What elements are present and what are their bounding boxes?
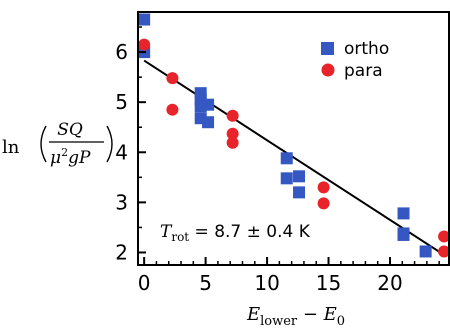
- point-ortho-0: [138, 13, 151, 26]
- legend-marker-para: [321, 63, 335, 77]
- point-ortho-14: [397, 228, 410, 241]
- point-para-8: [438, 230, 450, 243]
- svg-text:SQ: SQ: [57, 120, 83, 140]
- point-ortho-15: [419, 245, 432, 258]
- point-ortho-8: [280, 152, 293, 165]
- point-para-6: [317, 181, 330, 194]
- svg-text:μ2gP: μ2gP: [50, 146, 91, 168]
- x-tick-label-10: 10: [254, 271, 279, 295]
- point-para-3: [226, 109, 239, 122]
- point-para-2: [166, 103, 179, 116]
- point-ortho-11: [293, 186, 306, 199]
- point-para-5: [226, 136, 239, 149]
- point-ortho-9: [280, 172, 293, 185]
- y-tick-label-6: 6: [115, 40, 128, 64]
- annotation-value: = 8.7 ± 0.4 K: [189, 222, 311, 242]
- svg-text:ln: ln: [2, 137, 20, 158]
- legend-label-ortho: ortho: [344, 39, 389, 59]
- fit-annotation: Trot = 8.7 ± 0.4 K: [160, 222, 311, 244]
- point-ortho-7: [202, 116, 215, 129]
- point-ortho-12: [397, 207, 410, 220]
- y-tick-label-3: 3: [115, 190, 128, 214]
- legend: ortho para: [321, 39, 389, 81]
- legend-label-para: para: [344, 61, 383, 81]
- point-para-7: [317, 197, 330, 210]
- fit-line: [143, 59, 448, 258]
- point-para-9: [438, 245, 450, 258]
- legend-marker-ortho: [321, 42, 334, 55]
- y-axis-label: ln SQ μ2gP: [2, 120, 113, 168]
- x-tick-label-0: 0: [138, 271, 151, 295]
- x-axis-label: Elower − E0: [246, 304, 345, 329]
- x-tick-label-5: 5: [199, 271, 212, 295]
- point-para-0: [138, 38, 151, 51]
- y-tick-label-5: 5: [115, 90, 128, 114]
- annotation-symbol: T: [160, 222, 173, 242]
- point-ortho-10: [293, 170, 306, 183]
- plot-frame: [137, 11, 450, 266]
- point-para-4: [226, 127, 239, 140]
- y-tick-label-2: 2: [115, 240, 128, 264]
- x-tick-label-20: 20: [377, 271, 402, 295]
- x-tick-label-15: 15: [316, 271, 341, 295]
- point-para-1: [166, 72, 179, 85]
- y-tick-label-4: 4: [115, 140, 128, 164]
- annotation-subscript: rot: [171, 230, 189, 244]
- point-ortho-5: [202, 98, 215, 111]
